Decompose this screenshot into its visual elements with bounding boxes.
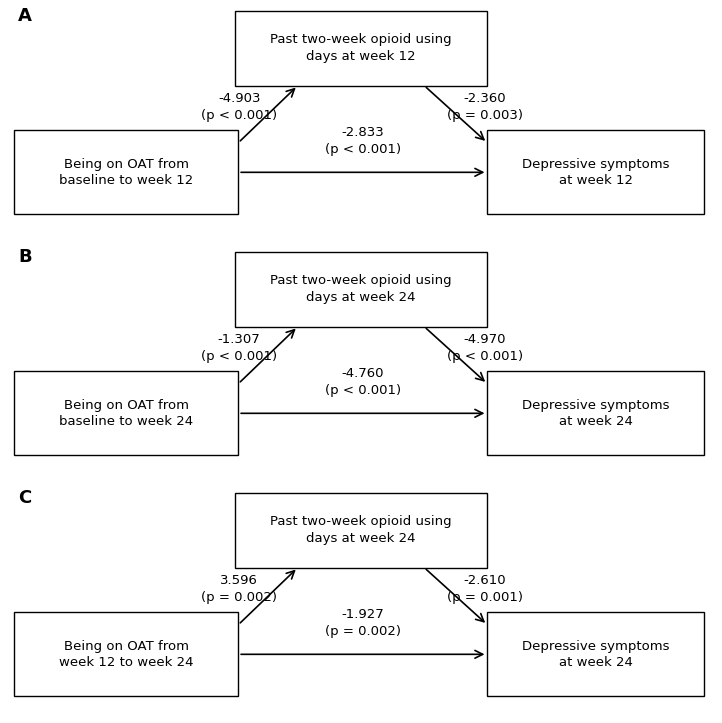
Text: Depressive symptoms
at week 24: Depressive symptoms at week 24: [522, 640, 669, 669]
Text: -1.927
(p = 0.002): -1.927 (p = 0.002): [325, 608, 401, 638]
Text: C: C: [18, 489, 31, 508]
Text: -4.903
(p < 0.001): -4.903 (p < 0.001): [201, 93, 277, 121]
Bar: [235, 493, 487, 568]
Bar: [487, 612, 704, 696]
Text: A: A: [18, 7, 32, 25]
Text: Past two-week opioid using
days at week 24: Past two-week opioid using days at week …: [270, 275, 452, 304]
Text: Past two-week opioid using
days at week 24: Past two-week opioid using days at week …: [270, 515, 452, 545]
Bar: [14, 130, 238, 215]
Text: Being on OAT from
baseline to week 12: Being on OAT from baseline to week 12: [59, 158, 193, 187]
Bar: [487, 130, 704, 215]
Text: -1.307
(p < 0.001): -1.307 (p < 0.001): [201, 333, 277, 363]
Bar: [14, 371, 238, 455]
Text: Depressive symptoms
at week 24: Depressive symptoms at week 24: [522, 398, 669, 428]
Text: Being on OAT from
baseline to week 24: Being on OAT from baseline to week 24: [59, 398, 193, 428]
Text: -4.760
(p < 0.001): -4.760 (p < 0.001): [325, 367, 401, 397]
Text: Depressive symptoms
at week 12: Depressive symptoms at week 12: [522, 158, 669, 187]
Text: -2.610
(p = 0.001): -2.610 (p = 0.001): [447, 574, 523, 604]
Text: -2.833
(p < 0.001): -2.833 (p < 0.001): [325, 127, 401, 155]
Text: -4.970
(p < 0.001): -4.970 (p < 0.001): [447, 333, 523, 363]
Bar: [235, 252, 487, 327]
Bar: [235, 11, 487, 85]
Text: Being on OAT from
week 12 to week 24: Being on OAT from week 12 to week 24: [59, 640, 193, 669]
Text: 3.596
(p = 0.002): 3.596 (p = 0.002): [201, 574, 277, 604]
Text: Past two-week opioid using
days at week 12: Past two-week opioid using days at week …: [270, 33, 452, 63]
Bar: [487, 371, 704, 455]
Text: -2.360
(p = 0.003): -2.360 (p = 0.003): [447, 93, 523, 121]
Text: B: B: [18, 248, 32, 266]
Bar: [14, 612, 238, 696]
